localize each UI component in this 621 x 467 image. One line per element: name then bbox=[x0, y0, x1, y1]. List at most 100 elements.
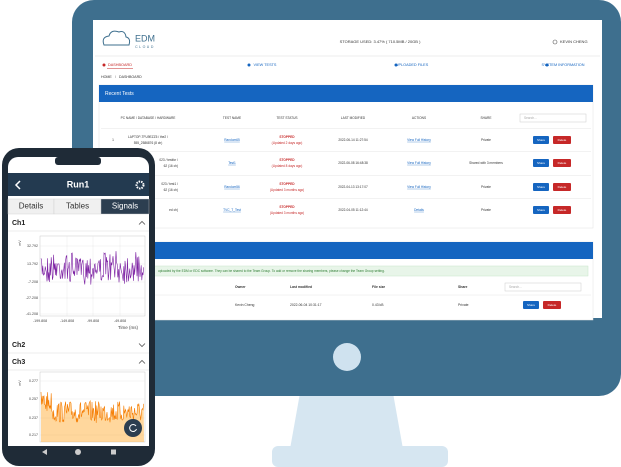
last-modified: 2022-06-08 16:48:38 bbox=[338, 161, 368, 165]
test-link[interactable]: TVC_T_Test bbox=[223, 208, 241, 212]
nav-back[interactable] bbox=[42, 449, 47, 455]
test-link[interactable]: Test1 bbox=[228, 161, 236, 165]
delete-button[interactable] bbox=[553, 136, 571, 144]
panel-header bbox=[99, 242, 593, 259]
chevron[interactable] bbox=[138, 220, 146, 225]
y-tick-label: 0.277 bbox=[29, 379, 38, 383]
share-button[interactable] bbox=[533, 159, 549, 167]
delete-button-label: Delete bbox=[548, 303, 557, 307]
search-box[interactable] bbox=[504, 282, 582, 292]
delete-button-label: Delete bbox=[558, 185, 567, 189]
y-tick-label: 13.792 bbox=[27, 262, 38, 266]
delete-button[interactable] bbox=[553, 206, 571, 214]
file-owner: Kevin Cheng bbox=[235, 303, 255, 307]
share-status: Private bbox=[481, 138, 491, 142]
column-header: Owner bbox=[235, 285, 246, 289]
test-status: STOPPED bbox=[279, 205, 295, 209]
share-button[interactable] bbox=[523, 301, 539, 309]
app-title: Run1 bbox=[67, 179, 90, 189]
nav-home[interactable] bbox=[75, 449, 81, 455]
nav-icon bbox=[545, 63, 549, 67]
test-status: STOPPED bbox=[279, 135, 295, 139]
action-link[interactable]: View Full History bbox=[407, 138, 431, 142]
delete-button-label: Delete bbox=[558, 138, 567, 142]
file-modified: 2022-06-04 10:31:17 bbox=[290, 303, 322, 307]
delete-button-label: Delete bbox=[558, 208, 567, 212]
logo-text: EDM bbox=[135, 33, 155, 43]
logo-subtext: CLOUD bbox=[135, 45, 155, 49]
delete-button-label: Delete bbox=[558, 161, 567, 165]
file-size: 0.43 kB bbox=[372, 303, 384, 307]
share-button[interactable] bbox=[533, 136, 549, 144]
column-header: ACTIONS bbox=[412, 116, 426, 120]
tab-label: Tables bbox=[66, 202, 89, 211]
plot-area bbox=[39, 235, 146, 317]
pc-name: 62 (16 ch) bbox=[164, 188, 178, 192]
share-button-label: Share bbox=[537, 138, 545, 142]
y-tick-label: -7.208 bbox=[28, 280, 38, 284]
monitor-neck bbox=[290, 393, 403, 449]
pc-name: 023 / test1 / bbox=[161, 182, 178, 186]
action-link[interactable]: View Full History bbox=[407, 161, 431, 165]
pc-name: LAPTOP-TFU9EZZ5 / the2 / bbox=[128, 135, 168, 139]
y-tick-label: 0.237 bbox=[29, 416, 38, 420]
settings-icon[interactable] bbox=[135, 180, 145, 190]
nav-link[interactable]: SYSTEM INFORMATION bbox=[542, 63, 585, 67]
status-updated: (Updated 3 months ago) bbox=[270, 211, 304, 215]
last-modified: 2022-04-05 11:12:44 bbox=[338, 208, 368, 212]
test-link[interactable]: Random56 bbox=[224, 185, 240, 189]
test-status: STOPPED bbox=[279, 182, 295, 186]
phone: Run1 Details Tables Signals Ch1 Ch2 Ch3 32.792 1… bbox=[2, 148, 155, 466]
pc-name: 555_2586876 (8 ch) bbox=[134, 141, 163, 145]
web-app: EDM CLOUD STORAGE USED: 3.47% ( 710.5MB / … bbox=[95, 30, 600, 321]
signal-trace bbox=[40, 391, 144, 423]
x-tick-label: -199.808 bbox=[33, 319, 47, 323]
panel-title: Recent Tests bbox=[105, 91, 134, 97]
status-updated: (Updated 8 days ago) bbox=[272, 164, 303, 168]
row-index: 1 bbox=[112, 138, 114, 142]
column-header: LAST MODIFIED bbox=[341, 116, 366, 120]
channel-label: Ch1 bbox=[12, 220, 25, 227]
breadcrumb-sep: / bbox=[115, 75, 116, 79]
nav-link[interactable]: VIEW TESTS bbox=[254, 63, 277, 67]
column-header: TEST STATUS bbox=[276, 116, 297, 120]
share-status: Private bbox=[481, 185, 491, 189]
share-button-label: Share bbox=[537, 161, 545, 165]
chevron[interactable] bbox=[138, 343, 146, 348]
back-icon[interactable] bbox=[14, 180, 21, 190]
action-link[interactable]: View Full History bbox=[407, 185, 431, 189]
tab[interactable] bbox=[100, 198, 150, 215]
search-box[interactable] bbox=[519, 113, 587, 123]
last-modified: 2022-06-14 11:27:54 bbox=[338, 138, 368, 142]
monitor-base bbox=[272, 446, 448, 467]
nav-link[interactable]: DASHBOARD bbox=[108, 63, 132, 67]
status-updated: (Updated 3 months ago) bbox=[270, 188, 304, 192]
search-placeholder: Search... bbox=[524, 116, 537, 120]
breadcrumb-home: HOME bbox=[101, 75, 112, 79]
app-bar bbox=[8, 173, 149, 196]
delete-button[interactable] bbox=[543, 301, 561, 309]
signal-trace bbox=[40, 251, 144, 285]
nav-icon bbox=[394, 63, 398, 67]
breadcrumb-current: DASHBOARD bbox=[119, 75, 142, 79]
chevron[interactable] bbox=[138, 359, 146, 364]
monitor-button bbox=[333, 343, 361, 371]
pc-name: ed ch) bbox=[169, 208, 178, 212]
panel-header bbox=[99, 85, 593, 102]
nav-link[interactable]: UPLOADED FILES bbox=[396, 63, 429, 67]
x-tick-label: -99.808 bbox=[87, 319, 99, 323]
action-link[interactable]: Details bbox=[414, 208, 424, 212]
test-link[interactable]: Random65 bbox=[224, 138, 240, 142]
nav-icon bbox=[247, 63, 251, 67]
refresh-button[interactable] bbox=[124, 419, 142, 437]
delete-button[interactable] bbox=[553, 159, 571, 167]
delete-button[interactable] bbox=[553, 183, 571, 191]
share-status: Shared with 3 members bbox=[469, 161, 503, 165]
share-button[interactable] bbox=[533, 206, 549, 214]
last-modified: 2022-04-13 13:17:07 bbox=[338, 185, 368, 189]
column-header: Last modified bbox=[290, 285, 312, 289]
share-button[interactable] bbox=[533, 183, 549, 191]
column-header: SHARE bbox=[481, 116, 492, 120]
nav-recent[interactable] bbox=[111, 449, 116, 455]
